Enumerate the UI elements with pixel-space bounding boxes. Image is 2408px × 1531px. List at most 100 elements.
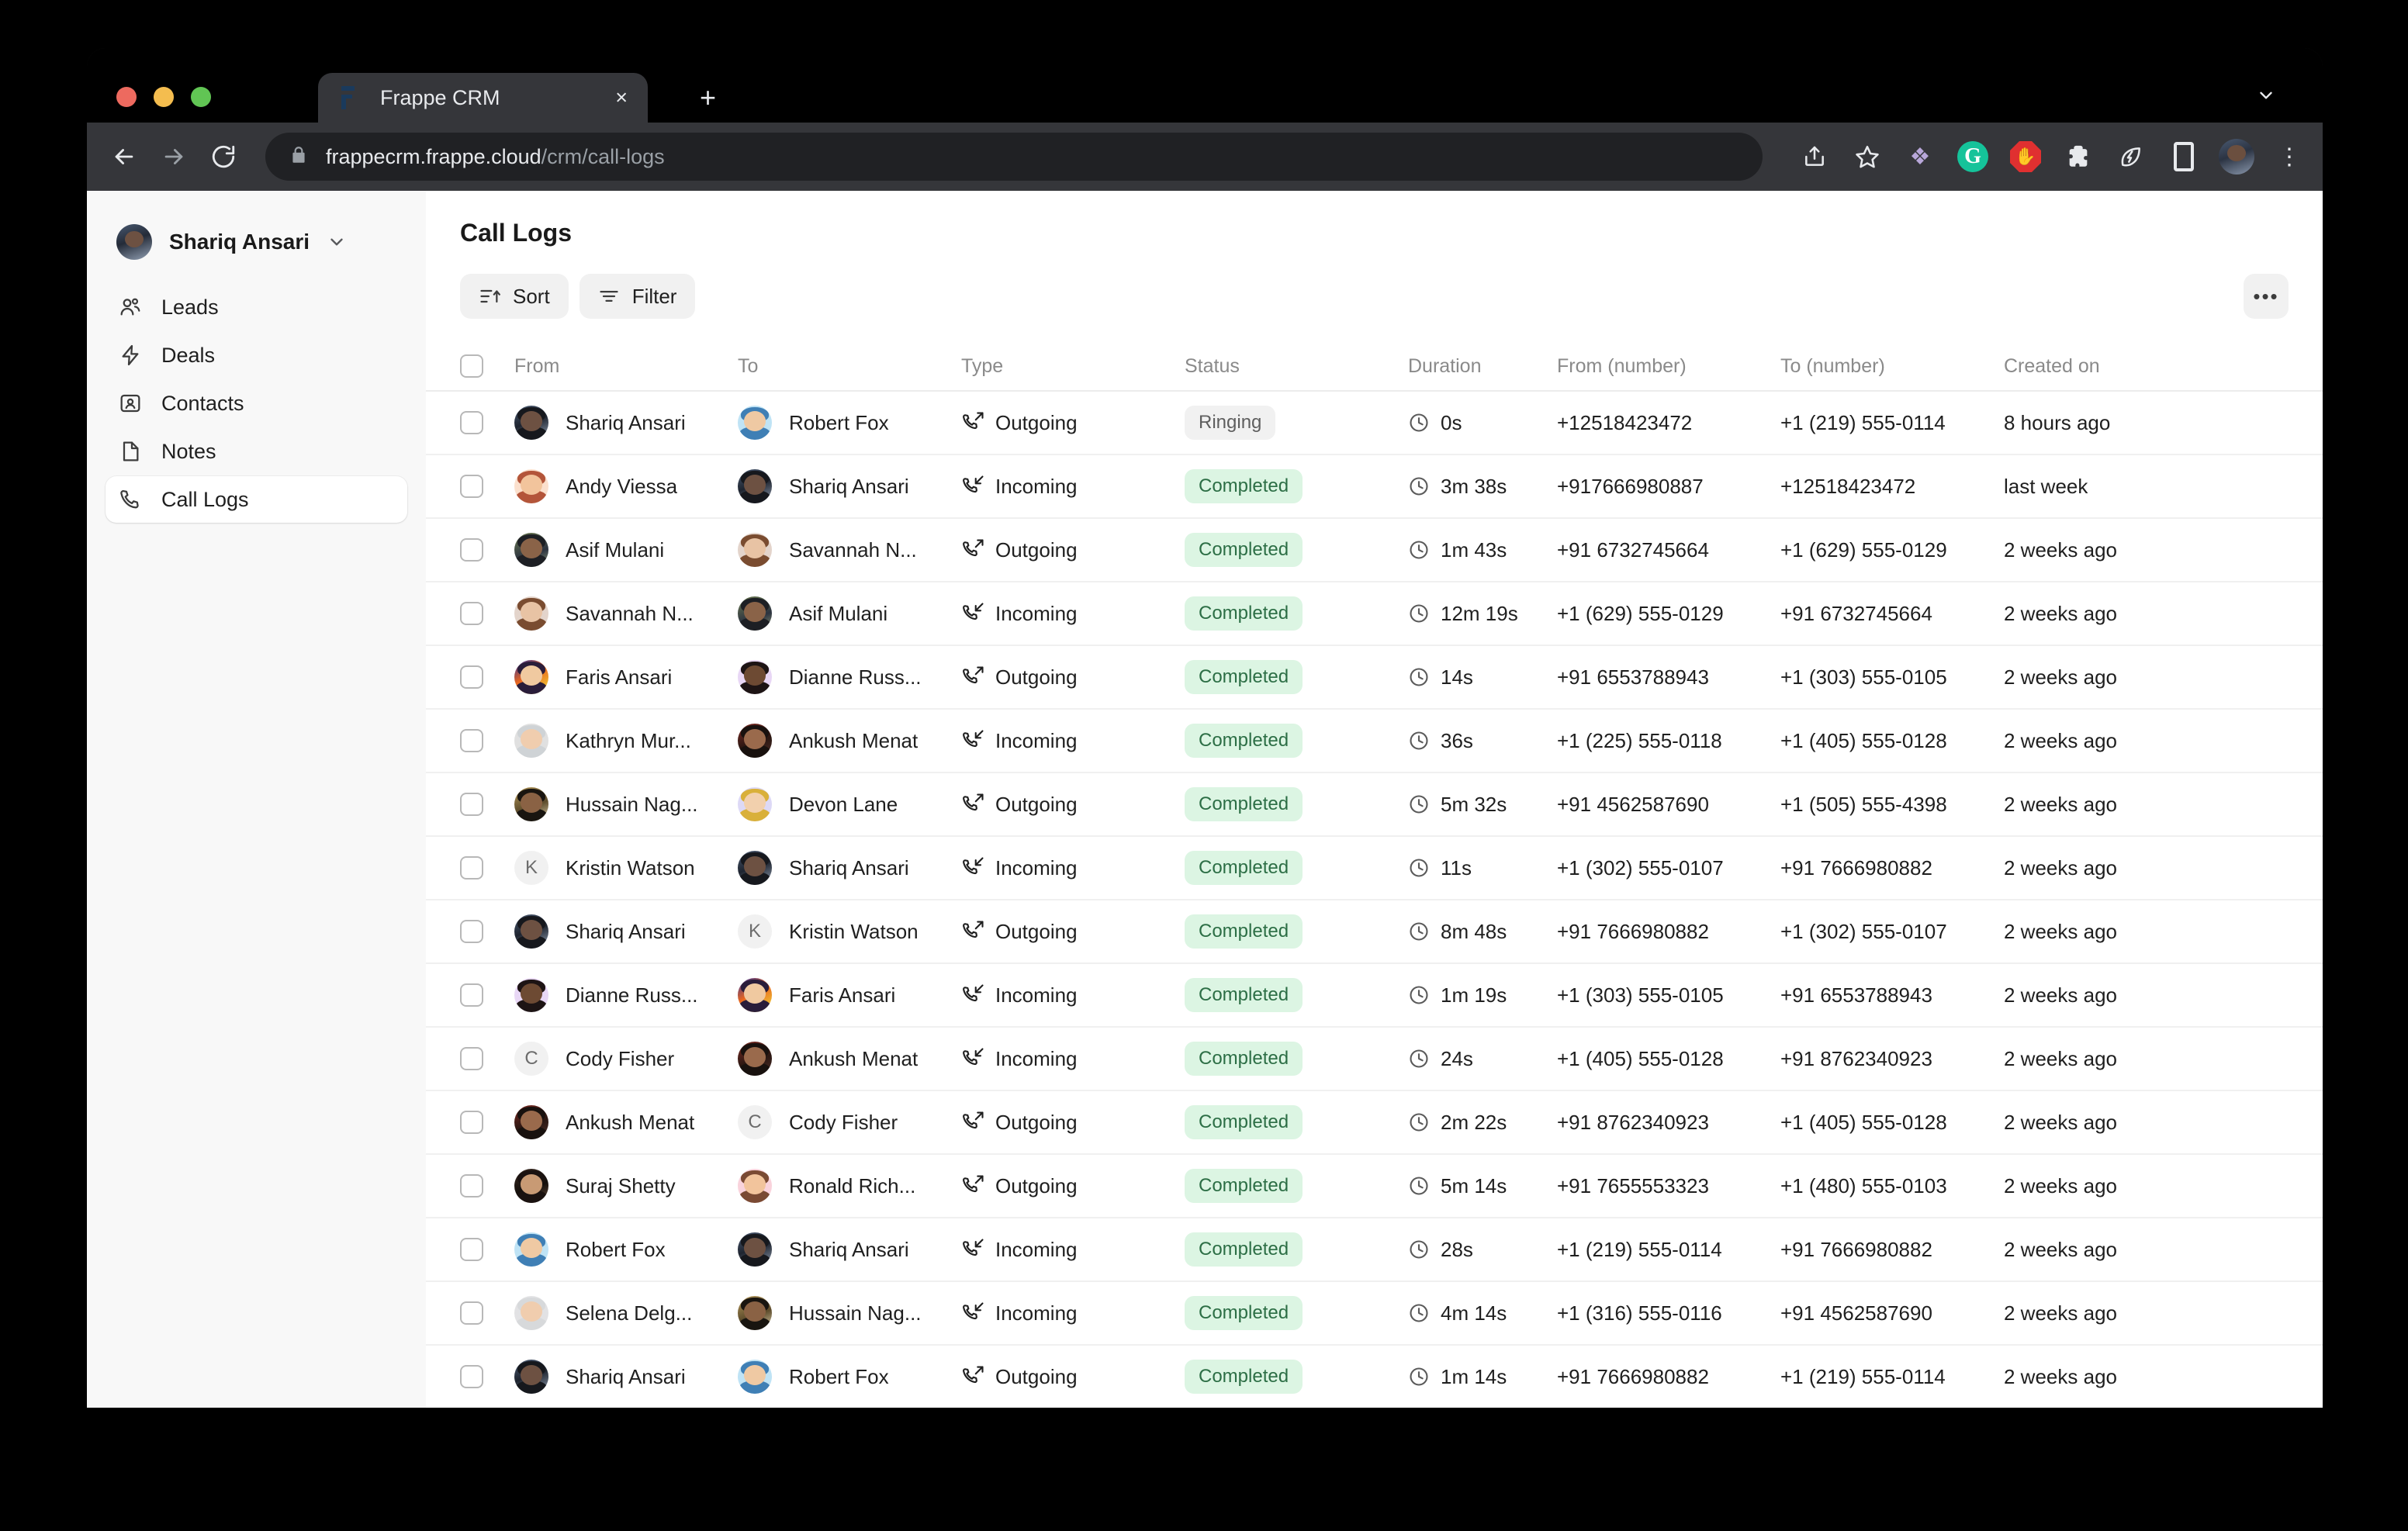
chevron-down-icon[interactable] [2256, 85, 2276, 105]
row-checkbox[interactable] [460, 538, 483, 562]
share-icon[interactable] [1792, 134, 1837, 179]
sidebar-item-call-logs[interactable]: Call Logs [106, 476, 407, 523]
minimize-window-button[interactable] [154, 87, 174, 107]
row-checkbox-cell[interactable] [460, 411, 514, 434]
table-row[interactable]: Kathryn Mur... Ankush Menat Incoming Comple… [426, 710, 2323, 773]
close-icon[interactable]: × [615, 85, 628, 109]
table-row[interactable]: Dianne Russ... Faris Ansari Incoming Comple… [426, 964, 2323, 1028]
table-row[interactable]: Shariq Ansari Robert Fox Outgoing Ringing 0s… [426, 392, 2323, 455]
column-header-status[interactable]: Status [1185, 354, 1240, 377]
forward-icon[interactable] [149, 132, 199, 181]
table-row[interactable]: C Cody Fisher Ankush Menat Incoming Complete… [426, 1028, 2323, 1091]
adblock-extension-icon[interactable]: ✋ [2003, 134, 2048, 179]
table-row[interactable]: Selena Delg... Hussain Nag... Incoming Comp… [426, 1282, 2323, 1346]
row-checkbox-cell[interactable] [460, 665, 514, 689]
row-checkbox[interactable] [460, 1174, 483, 1197]
user-switcher[interactable]: Shariq Ansari [106, 214, 407, 270]
leaf-extension-icon[interactable] [2109, 134, 2154, 179]
row-checkbox[interactable] [460, 729, 483, 752]
address-bar[interactable]: frappecrm.frappe.cloud/crm/call-logs [265, 133, 1763, 181]
column-header-type[interactable]: Type [961, 354, 1004, 377]
clock-icon [1408, 1366, 1430, 1388]
clock-icon [1408, 666, 1430, 688]
cat-extension-icon[interactable]: ❖ [1909, 143, 1931, 170]
sidebar-item-deals[interactable]: Deals [106, 332, 407, 378]
table-row[interactable]: Hussain Nag... Devon Lane Outgoing Complete… [426, 773, 2323, 837]
sort-button[interactable]: Sort [460, 274, 569, 319]
chrome-menu-icon[interactable]: ⋮ [2278, 143, 2301, 170]
row-checkbox[interactable] [460, 1238, 483, 1261]
filter-button[interactable]: Filter [579, 274, 696, 319]
sidebar-item-notes[interactable]: Notes [106, 428, 407, 475]
maximize-window-button[interactable] [191, 87, 211, 107]
more-options-button[interactable]: ••• [2244, 274, 2289, 319]
puzzle-extensions-icon[interactable] [2056, 134, 2101, 179]
row-checkbox[interactable] [460, 1111, 483, 1134]
select-all-checkbox[interactable] [460, 354, 483, 378]
back-icon[interactable] [99, 132, 149, 181]
row-checkbox-cell[interactable] [460, 538, 514, 562]
row-checkbox[interactable] [460, 920, 483, 943]
row-checkbox[interactable] [460, 793, 483, 816]
row-checkbox-cell[interactable] [460, 602, 514, 625]
new-tab-button[interactable]: + [700, 81, 717, 113]
table-row[interactable]: Andy Viessa Shariq Ansari Incoming Complete… [426, 455, 2323, 519]
row-checkbox[interactable] [460, 475, 483, 498]
reload-icon[interactable] [199, 132, 248, 181]
type-label: Outgoing [995, 410, 1078, 434]
row-checkbox-cell[interactable] [460, 983, 514, 1007]
sidebar-item-contacts[interactable]: Contacts [106, 380, 407, 427]
column-header-duration[interactable]: Duration [1408, 354, 1482, 377]
row-checkbox[interactable] [460, 856, 483, 880]
row-checkbox-cell[interactable] [460, 1111, 514, 1134]
table-row[interactable]: Robert Fox Shariq Ansari Incoming Completed… [426, 1218, 2323, 1282]
row-checkbox-cell[interactable] [460, 856, 514, 880]
avatar [514, 724, 548, 758]
row-checkbox[interactable] [460, 411, 483, 434]
row-checkbox[interactable] [460, 665, 483, 689]
row-checkbox-cell[interactable] [460, 475, 514, 498]
duration-text: 0s [1441, 410, 1462, 434]
cell-to-number-text: +1 (405) 555-0128 [1780, 728, 1947, 752]
status-badge: Completed [1185, 596, 1303, 631]
table-row[interactable]: Suraj Shetty Ronald Rich... Outgoing Comple… [426, 1155, 2323, 1218]
bookmark-star-icon[interactable] [1845, 134, 1890, 179]
row-checkbox[interactable] [460, 602, 483, 625]
table-row[interactable]: Ankush Menat C Cody Fisher Outgoing Complete… [426, 1091, 2323, 1155]
row-checkbox-cell[interactable] [460, 1047, 514, 1070]
side-panel-icon[interactable] [2161, 134, 2206, 179]
row-checkbox[interactable] [460, 1301, 483, 1325]
column-header-from-number[interactable]: From (number) [1557, 354, 1687, 377]
row-checkbox-cell[interactable] [460, 920, 514, 943]
column-header-from[interactable]: From [514, 354, 560, 377]
row-checkbox[interactable] [460, 1365, 483, 1388]
row-checkbox[interactable] [460, 983, 483, 1007]
row-checkbox-cell[interactable] [460, 793, 514, 816]
table-row[interactable]: Asif Mulani Savannah N... Outgoing Complete… [426, 519, 2323, 582]
table-row[interactable]: Shariq Ansari K Kristin Watson Outgoing Comp… [426, 900, 2323, 964]
column-header-to-number[interactable]: To (number) [1780, 354, 1885, 377]
select-all-checkbox-cell[interactable] [460, 354, 514, 378]
row-checkbox-cell[interactable] [460, 729, 514, 752]
profile-avatar[interactable] [2214, 134, 2259, 179]
table-row[interactable]: Shariq Ansari Robert Fox Outgoing Completed… [426, 1346, 2323, 1408]
sidebar-item-label: Deals [161, 343, 216, 367]
row-checkbox-cell[interactable] [460, 1174, 514, 1197]
column-header-created-on[interactable]: Created on [2004, 354, 2100, 377]
table-row[interactable]: Faris Ansari Dianne Russ... Outgoing Comple… [426, 646, 2323, 710]
table-row[interactable]: Savannah N... Asif Mulani Incoming Complete… [426, 582, 2323, 646]
browser-tab[interactable]: Frappe CRM × [318, 73, 648, 123]
table-row[interactable]: K Kristin Watson Shariq Ansari Incoming Comp… [426, 837, 2323, 900]
sidebar-item-leads[interactable]: Leads [106, 284, 407, 330]
cell-to-number-text: +91 8762340923 [1780, 1046, 1932, 1070]
grammarly-extension-icon[interactable]: G [1950, 134, 1995, 179]
cell-from-number-text: +1 (219) 555-0114 [1557, 1237, 1722, 1261]
row-checkbox-cell[interactable] [460, 1238, 514, 1261]
column-header-to[interactable]: To [738, 354, 759, 377]
frappe-logo-icon [341, 86, 363, 109]
close-window-button[interactable] [116, 87, 137, 107]
row-checkbox[interactable] [460, 1047, 483, 1070]
cell-text: Devon Lane [789, 792, 898, 816]
row-checkbox-cell[interactable] [460, 1365, 514, 1388]
row-checkbox-cell[interactable] [460, 1301, 514, 1325]
